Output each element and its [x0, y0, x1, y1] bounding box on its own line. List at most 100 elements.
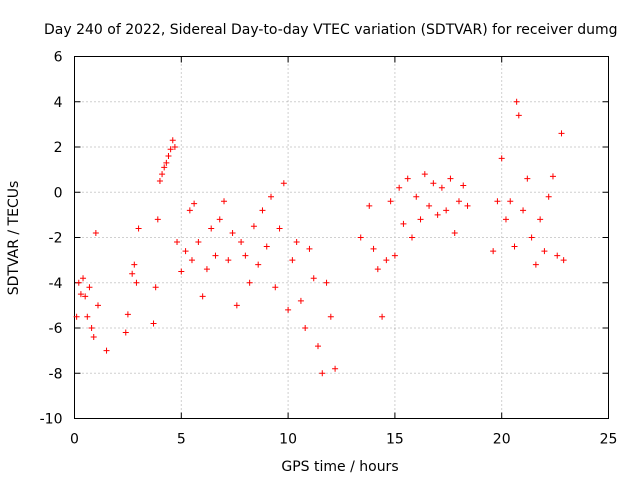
data-point	[502, 216, 509, 223]
data-point	[413, 193, 420, 200]
data-point	[94, 302, 101, 309]
tick-labels: 0 5 10 15 20 25 -10 -8 -6 -4 -2 0 2 4 6	[40, 50, 618, 448]
data-point	[276, 225, 283, 232]
data-point	[310, 275, 317, 282]
y-tick-label: 4	[54, 95, 63, 111]
data-point	[460, 182, 467, 189]
data-point	[280, 180, 287, 187]
data-point	[90, 334, 97, 341]
data-point	[208, 225, 215, 232]
data-point	[315, 343, 322, 350]
data-point	[133, 279, 140, 286]
x-axis-label: GPS time / hours	[281, 459, 398, 475]
data-point	[554, 252, 561, 259]
y-tick-label: 0	[54, 185, 63, 201]
data-point	[455, 198, 462, 205]
chart-title: Day 240 of 2022, Sidereal Day-to-day VTE…	[44, 22, 618, 38]
data-point	[560, 257, 567, 264]
data-point	[268, 193, 275, 200]
data-point	[122, 329, 129, 336]
data-point	[188, 257, 195, 264]
data-point	[332, 365, 339, 372]
data-point	[255, 261, 262, 268]
data-point	[532, 261, 539, 268]
data-point	[408, 234, 415, 241]
data-point	[297, 297, 304, 304]
y-tick-label: 6	[54, 50, 63, 66]
data-point	[498, 155, 505, 162]
data-point	[513, 98, 520, 105]
data-point	[464, 202, 471, 209]
y-tick-label: -8	[49, 366, 63, 382]
data-point	[289, 257, 296, 264]
y-tick-label: -2	[49, 231, 63, 247]
data-point	[124, 311, 131, 318]
data-point	[293, 239, 300, 246]
data-point	[400, 220, 407, 227]
data-point	[73, 313, 80, 320]
data-point	[82, 293, 89, 300]
data-point	[250, 223, 257, 230]
data-point	[163, 159, 170, 166]
data-point	[169, 137, 176, 144]
data-point	[379, 313, 386, 320]
data-point	[182, 248, 189, 255]
y-tick-label: -10	[40, 412, 63, 428]
x-tick-label: 15	[386, 432, 404, 448]
data-point	[327, 313, 334, 320]
data-point	[203, 266, 210, 273]
ticks	[74, 56, 609, 419]
data-point	[195, 239, 202, 246]
data-point	[242, 252, 249, 259]
data-point	[404, 175, 411, 182]
data-point	[199, 293, 206, 300]
data-point	[417, 216, 424, 223]
data-point	[383, 257, 390, 264]
data-point	[150, 320, 157, 327]
data-point	[86, 284, 93, 291]
y-axis-label: SDTVAR / TECUs	[6, 181, 22, 296]
y-tick-label: -4	[49, 276, 63, 292]
data-point	[233, 302, 240, 309]
data-point	[528, 234, 535, 241]
data-point	[370, 245, 377, 252]
data-point	[524, 175, 531, 182]
data-point	[541, 248, 548, 255]
data-point	[447, 175, 454, 182]
data-point	[246, 279, 253, 286]
grid	[74, 56, 609, 419]
data-point	[75, 279, 82, 286]
data-point	[129, 270, 136, 277]
data-point	[84, 313, 91, 320]
data-point	[323, 279, 330, 286]
data-point	[135, 225, 142, 232]
data-point	[387, 198, 394, 205]
data-point	[558, 130, 565, 137]
data-point	[490, 248, 497, 255]
data-point	[306, 245, 313, 252]
data-point	[511, 243, 518, 250]
data-point	[438, 184, 445, 191]
data-point	[285, 306, 292, 313]
data-point	[545, 193, 552, 200]
x-tick-label: 0	[70, 432, 79, 448]
data-point	[159, 171, 166, 178]
x-tick-label: 5	[177, 432, 186, 448]
data-point	[212, 252, 219, 259]
data-point	[396, 184, 403, 191]
data-point	[549, 173, 556, 180]
data-point	[434, 211, 441, 218]
data-point	[171, 144, 178, 150]
data-point	[374, 266, 381, 273]
data-point	[165, 153, 172, 160]
data-point	[191, 200, 198, 207]
data-point	[451, 229, 458, 236]
data-point	[272, 284, 279, 291]
data-point	[515, 112, 522, 119]
data-point	[366, 202, 373, 209]
data-point	[520, 207, 527, 214]
data-point	[178, 268, 185, 275]
data-point	[357, 234, 364, 241]
data-point	[443, 207, 450, 214]
